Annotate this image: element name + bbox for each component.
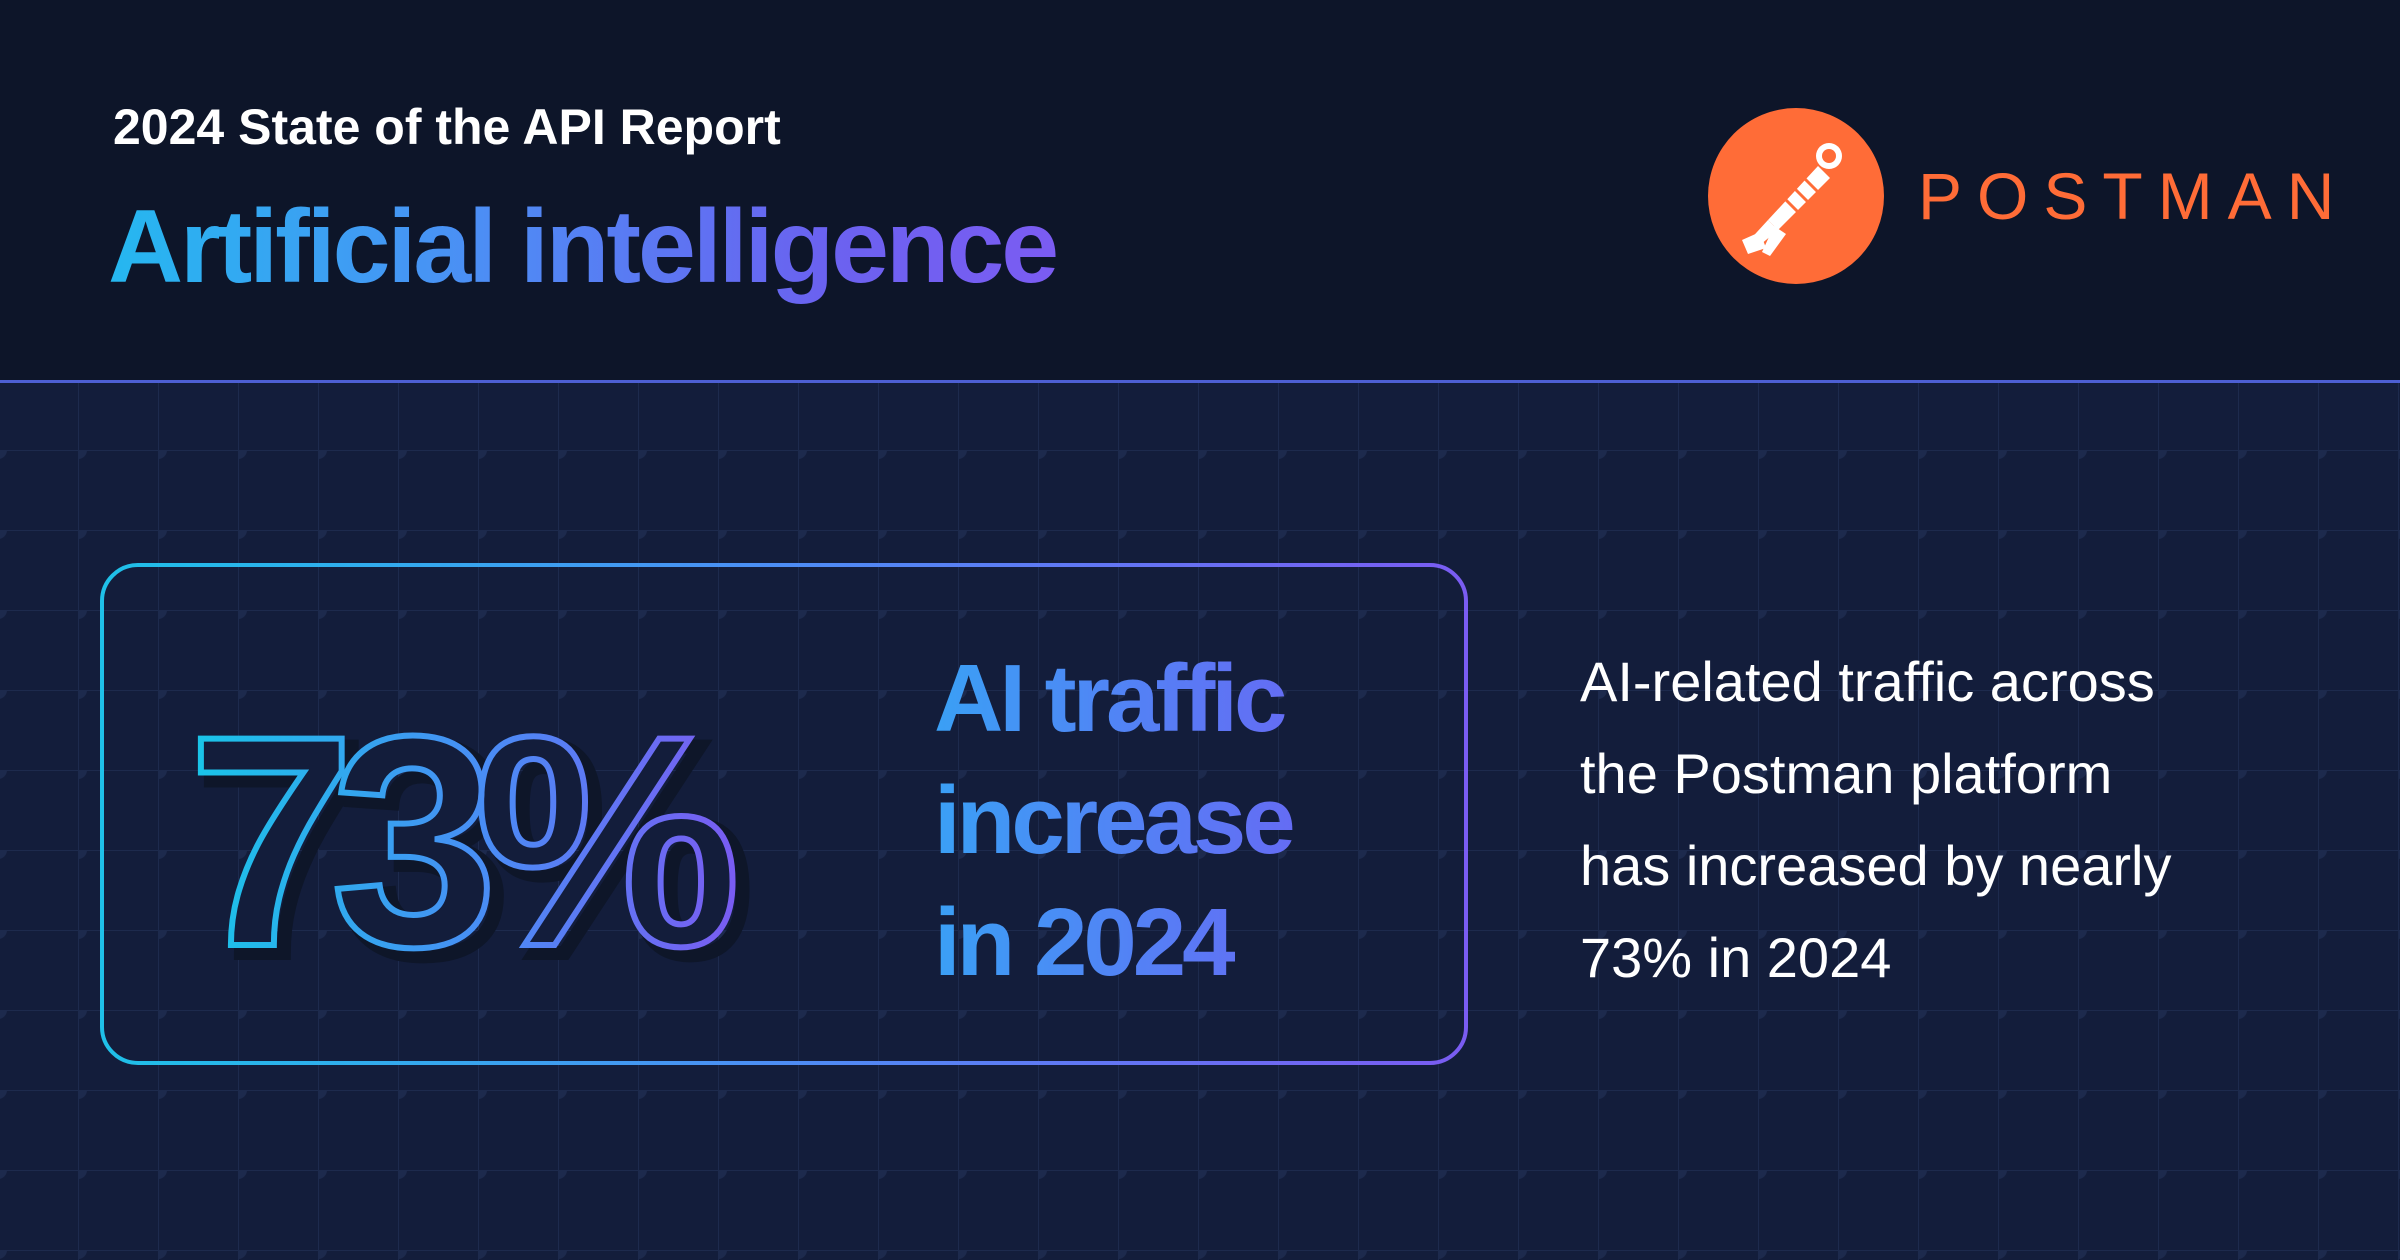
stat-description: AI-related traffic across the Postman pl…	[1580, 636, 2340, 1004]
description-line: has increased by nearly	[1580, 834, 2172, 897]
description-line: 73% in 2024	[1580, 926, 1892, 989]
header	[0, 0, 2400, 381]
page-title: Artificial intelligence	[108, 189, 1059, 305]
grid-pattern	[0, 383, 2400, 1260]
postman-logo	[1708, 108, 1884, 284]
description-line: the Postman platform	[1580, 742, 2113, 805]
stat-card-border	[100, 563, 1468, 1065]
stat-card-graphic: 73% 73%	[100, 563, 1468, 1065]
report-subtitle: 2024 State of the API Report	[113, 99, 781, 155]
description-line: AI-related traffic across	[1580, 650, 2155, 713]
brand-wordmark: POSTMAN	[1918, 159, 2350, 233]
stat-headline: AI traffic increase in 2024	[934, 638, 1374, 1004]
content-background	[0, 383, 2400, 1260]
stat-headline-line: increase	[934, 767, 1292, 874]
stat-headline-line: AI traffic	[934, 645, 1284, 752]
stat-value: 73%	[188, 673, 736, 1009]
header-divider	[0, 380, 2400, 383]
postman-astronaut-logo-icon	[1708, 108, 1884, 284]
stat-card: 73% 73%	[100, 563, 1468, 1065]
stat-value-shadow: 73%	[198, 681, 746, 1017]
stat-headline-line: in 2024	[934, 889, 1232, 996]
